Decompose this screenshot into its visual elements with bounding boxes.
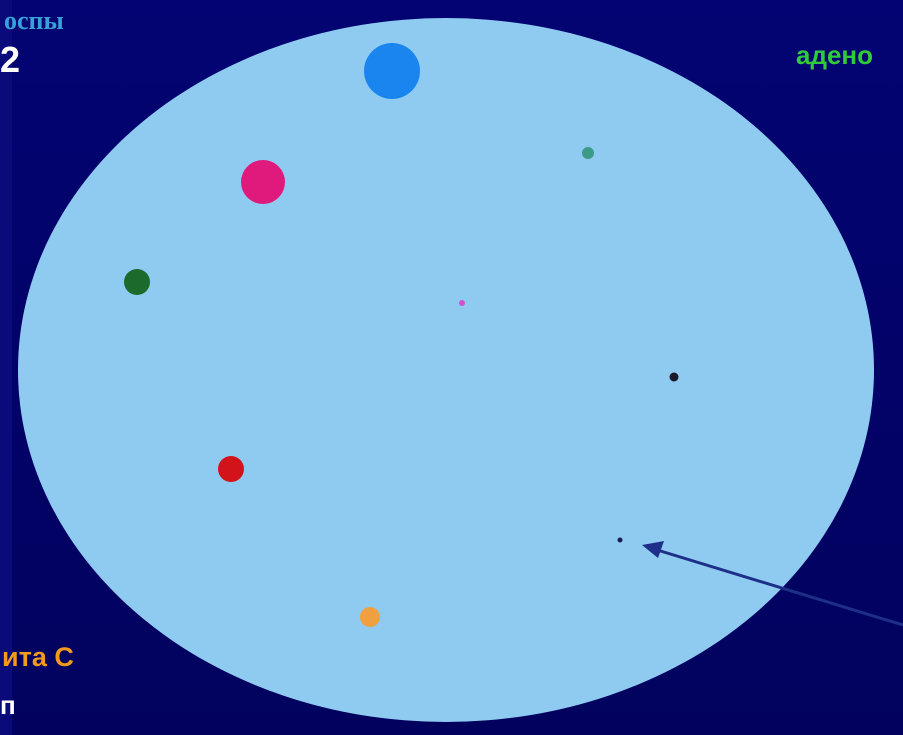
tiny-navy-dot [617, 537, 623, 543]
red-dot [218, 456, 244, 482]
orange-label-fragment: ита С [2, 642, 74, 672]
darkgreen-dot [124, 269, 150, 295]
blue-dot [364, 43, 420, 99]
black-dot [669, 372, 679, 382]
green-label-fragment: адено [796, 40, 874, 70]
teal-dot [582, 147, 594, 159]
left-edge-bar [0, 0, 12, 735]
magenta-dot [241, 160, 285, 204]
slide-title-fragment: оспы [4, 6, 64, 35]
bottom-label-fragment: п [0, 690, 16, 720]
light-blue-disc [18, 18, 874, 722]
pink-dot [459, 300, 465, 306]
arrow-icon [642, 541, 903, 627]
orange-dot [360, 607, 380, 627]
slide-number-fragment: 2 [0, 39, 21, 80]
